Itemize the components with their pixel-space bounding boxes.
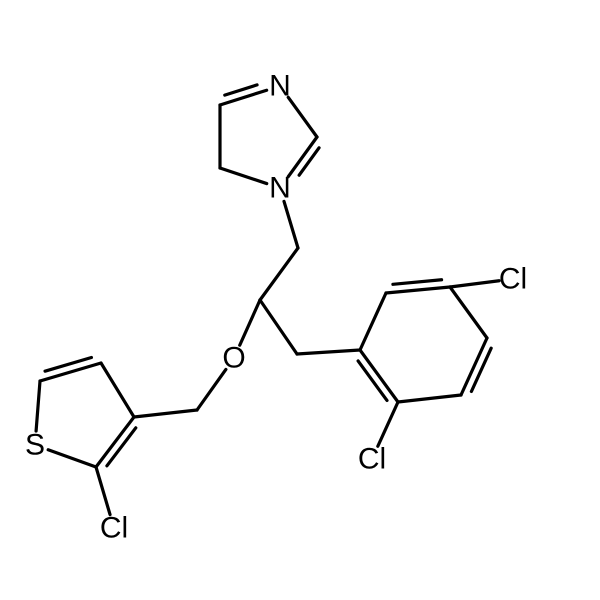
atom-label-cl2: Cl	[499, 263, 527, 296]
atom-label-n3: N	[269, 172, 291, 205]
atom-label-cl3: Cl	[100, 512, 128, 545]
chemical-structure-diagram: N N Cl Cl O S Cl	[0, 0, 600, 600]
atom-label-o: O	[222, 342, 245, 375]
atom-label-s: S	[25, 429, 45, 462]
atom-label-n1: N	[269, 70, 291, 103]
atom-label-cl1: Cl	[358, 443, 386, 476]
